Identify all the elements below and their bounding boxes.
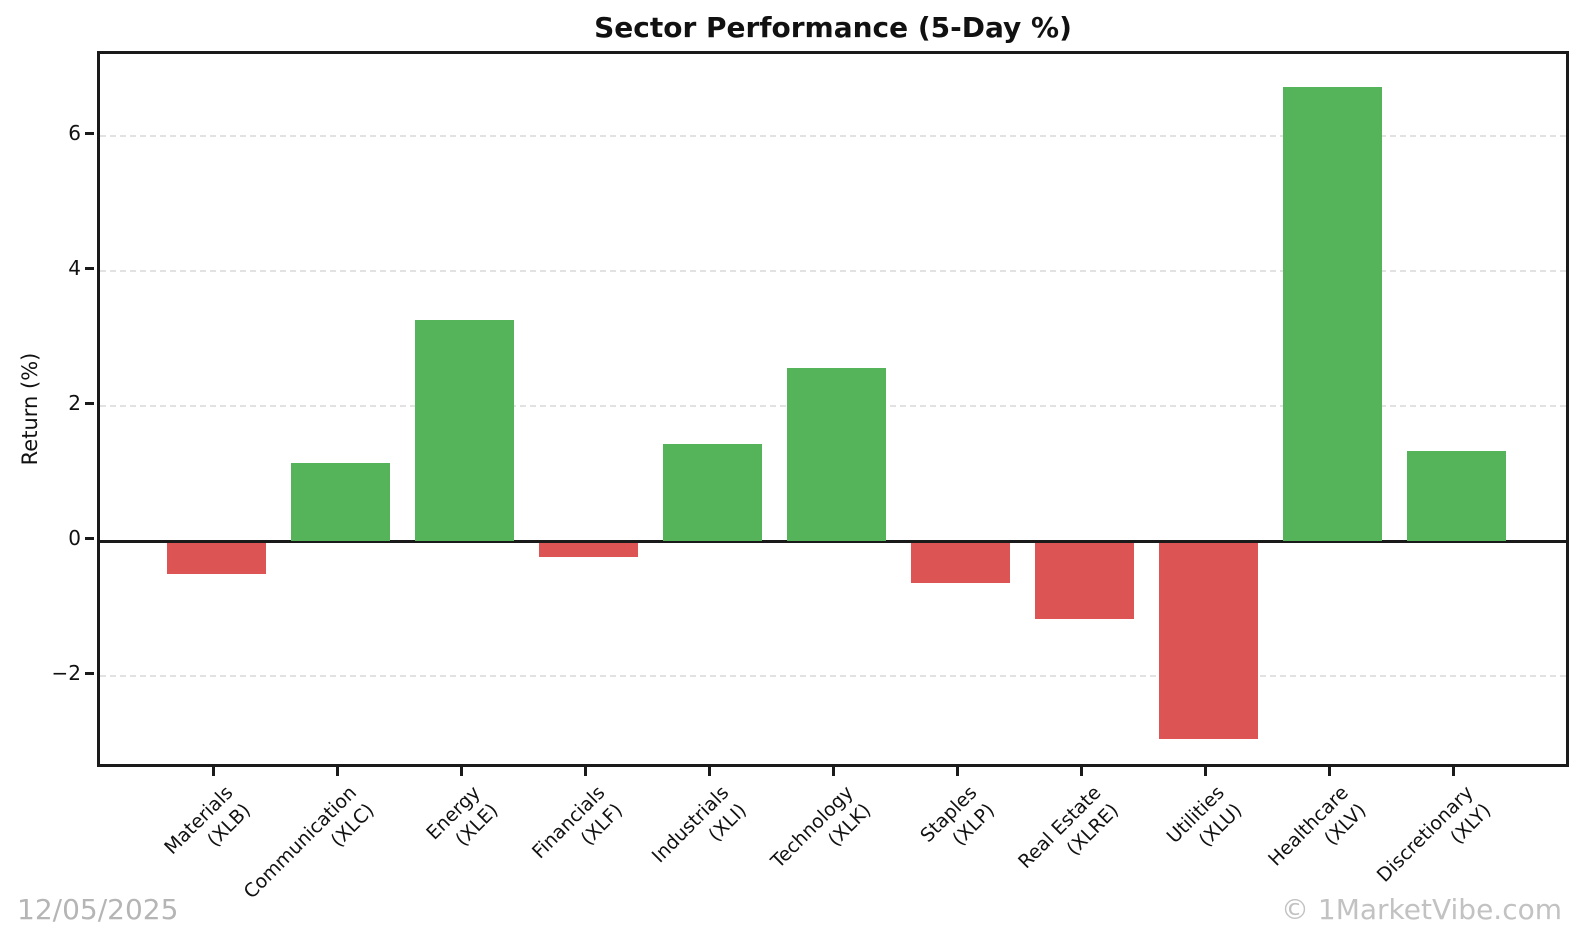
x-tick-label-xlv: Healthcare (XLV) xyxy=(1264,781,1372,889)
x-tick-label-xlc: Communication (XLC) xyxy=(239,781,380,922)
gridline-y-6 xyxy=(100,135,1566,137)
x-tick-3 xyxy=(460,767,463,776)
zero-baseline xyxy=(100,540,1566,543)
y-tick-2 xyxy=(85,402,94,405)
x-tick-1 xyxy=(212,767,215,776)
x-tick-2 xyxy=(336,767,339,776)
y-tick-0 xyxy=(85,537,94,540)
bar-xlre xyxy=(1034,543,1134,619)
bar-xli xyxy=(662,443,762,541)
x-tick-5 xyxy=(708,767,711,776)
bar-xlu xyxy=(1158,543,1258,740)
bar-xle xyxy=(414,319,514,541)
watermark: © 1MarketVibe.com xyxy=(1281,893,1562,926)
x-tick-10 xyxy=(1328,767,1331,776)
y-tick-label-2: 2 xyxy=(68,391,81,415)
bar-xlp xyxy=(910,543,1010,583)
bar-xlf xyxy=(538,543,638,558)
y-tick-4 xyxy=(85,267,94,270)
bar-xlc xyxy=(290,463,390,541)
x-tick-4 xyxy=(584,767,587,776)
y-tick-6 xyxy=(85,132,94,135)
x-tick-label-xlf: Financials (XLF) xyxy=(527,781,628,882)
bar-xly xyxy=(1406,450,1506,541)
x-tick-label-xlb: Materials (XLB) xyxy=(159,781,255,877)
y-tick--2 xyxy=(85,672,94,675)
x-tick-label-xlk: Technology (XLK) xyxy=(766,781,876,891)
bar-xlv xyxy=(1282,87,1382,541)
x-tick-label-xlre: Real Estate (XLRE) xyxy=(1013,781,1124,892)
x-tick-label-xlp: Staples (XLP) xyxy=(915,781,999,865)
gridline-y-4 xyxy=(100,270,1566,272)
y-tick-label-4: 4 xyxy=(68,256,81,280)
x-tick-9 xyxy=(1204,767,1207,776)
y-tick-label-6: 6 xyxy=(68,121,81,145)
x-tick-7 xyxy=(956,767,959,776)
x-tick-8 xyxy=(1080,767,1083,776)
x-tick-label-xle: Energy (XLE) xyxy=(422,781,504,863)
y-tick-label-0: 0 xyxy=(68,526,81,550)
x-tick-label-xlu: Utilities (XLU) xyxy=(1162,781,1247,866)
y-tick-label--2: −2 xyxy=(51,661,81,685)
bar-xlb xyxy=(166,543,266,575)
plot-area xyxy=(97,51,1569,767)
x-tick-6 xyxy=(832,767,835,776)
date-stamp: 12/05/2025 xyxy=(17,893,179,926)
x-tick-11 xyxy=(1452,767,1455,776)
bar-xlk xyxy=(786,368,886,541)
gridline-y--2 xyxy=(100,675,1566,677)
x-tick-label-xli: Industrials (XLI) xyxy=(647,781,752,886)
x-tick-label-xly: Discretionary (XLY) xyxy=(1372,781,1496,905)
chart-title: Sector Performance (5-Day %) xyxy=(594,11,1072,44)
